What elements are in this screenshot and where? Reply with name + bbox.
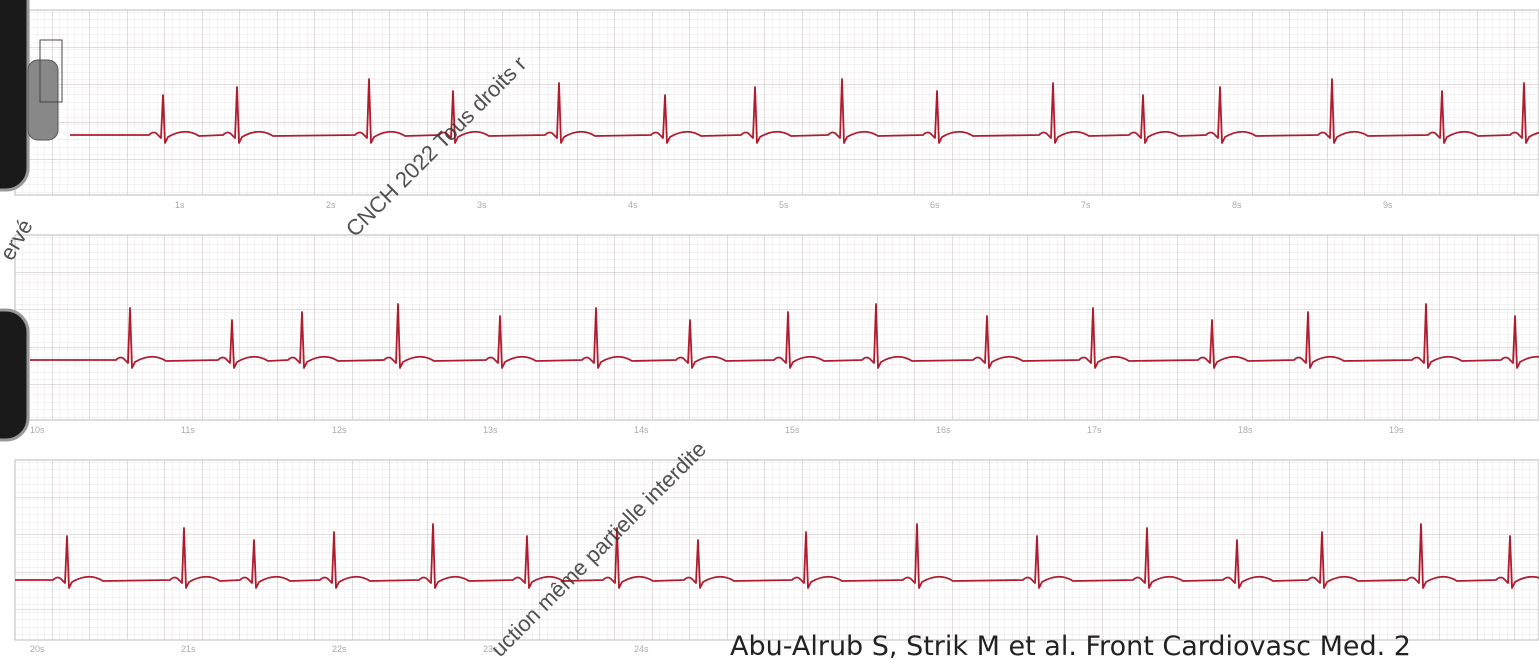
time-label: 20s	[30, 644, 45, 654]
time-label: 23s	[483, 644, 498, 654]
time-label: 12s	[332, 425, 347, 435]
time-label: 19s	[1389, 425, 1404, 435]
time-label: 2s	[326, 200, 336, 210]
time-label: 5s	[779, 200, 789, 210]
grid	[14, 234, 1539, 421]
watch	[0, 0, 63, 442]
time-label: 18s	[1238, 425, 1253, 435]
time-labels: 1s 2s 3s 4s 5s 6s 7s 8s 9s 10s 11s 12s 13s 14s 15s 16s 1…	[30, 200, 1404, 654]
watch-body	[0, 0, 30, 192]
ecg-trace	[70, 78, 1539, 144]
time-label: 1s	[175, 200, 185, 210]
ecg-trace	[30, 303, 1539, 369]
ecg-grids	[14, 9, 1539, 641]
time-label: 3s	[477, 200, 487, 210]
time-label: 8s	[1232, 200, 1242, 210]
time-label: 14s	[634, 425, 649, 435]
watch-button	[39, 39, 63, 103]
watch-crown	[27, 59, 59, 141]
time-label: 4s	[628, 200, 638, 210]
citation: Abu-Alrub S, Strik M et al. Front Cardio…	[730, 631, 1411, 660]
watch-body	[0, 308, 30, 442]
time-label: 17s	[1087, 425, 1102, 435]
ecg-trace	[15, 523, 1539, 589]
time-label: 6s	[930, 200, 940, 210]
time-label: 9s	[1383, 200, 1393, 210]
time-label: 24s	[634, 644, 649, 654]
time-label: 13s	[483, 425, 498, 435]
ecg-traces	[15, 78, 1539, 589]
time-label: 21s	[181, 644, 196, 654]
time-label: 10s	[30, 425, 45, 435]
time-label: 22s	[332, 644, 347, 654]
time-label: 16s	[936, 425, 951, 435]
grid	[14, 9, 1539, 196]
grid	[14, 459, 1539, 641]
time-label: 15s	[785, 425, 800, 435]
time-label: 7s	[1081, 200, 1091, 210]
time-label: 11s	[181, 425, 195, 435]
